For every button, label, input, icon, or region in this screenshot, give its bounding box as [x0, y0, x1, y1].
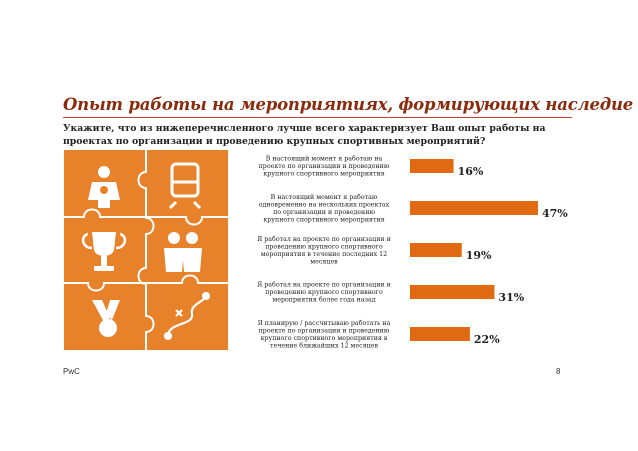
category-label: проведению крупного спортивного: [265, 243, 383, 250]
medal-bearer-icon: [88, 166, 120, 208]
category-label: месяцев: [310, 258, 338, 265]
value-label: 31%: [498, 291, 524, 304]
trophy-icon: [81, 232, 127, 271]
value-label: 16%: [458, 165, 484, 178]
category-label: крупного спортивного мероприятия: [263, 171, 384, 178]
bar: [410, 159, 454, 173]
victory-medal-icon: [92, 300, 120, 337]
puzzle-illustration: [64, 150, 228, 350]
category-label: мероприятия более года назад: [272, 297, 375, 304]
category-label: крупного спортивного мероприятия в: [261, 335, 388, 342]
people-icon: [164, 232, 202, 272]
train-icon: [168, 162, 202, 210]
value-label: 47%: [542, 207, 568, 220]
category-label: течение ближайших 12 месяцев: [270, 342, 378, 349]
footer-brand: PwC: [63, 367, 80, 376]
category-label: Я работал на проекте по организации и: [257, 236, 391, 243]
category-label: проекте по организации и проведению: [259, 163, 390, 170]
category-label: Я работал на проекте по организации и: [257, 282, 391, 289]
category-label: В настоящий момент я работаю: [271, 194, 378, 201]
category-label: по организации и проведению: [273, 209, 375, 216]
category-label: проведению крупного спортивного: [265, 289, 383, 296]
route-icon: [163, 291, 211, 341]
bar: [410, 285, 495, 299]
value-label: 19%: [466, 249, 492, 262]
value-label: 22%: [474, 333, 500, 346]
category-label: проекте по организации и проведению: [259, 327, 390, 334]
bar: [410, 327, 470, 341]
title-divider: [63, 117, 572, 118]
survey-question: Укажите, что из нижеперечисленного лучше…: [63, 123, 546, 147]
bar: [410, 201, 538, 215]
category-label: В настоящий момент я работаю на: [266, 156, 383, 163]
category-label: одновременно на нескольких проектах: [259, 201, 390, 208]
category-label: крупного спортивного мероприятия: [263, 216, 384, 223]
category-label: мероприятия в течение последних 12: [261, 251, 387, 258]
page-title: Опыт работы на мероприятиях, формирующих…: [63, 95, 634, 114]
category-label: Я планирую / рассчитываю работать на: [258, 320, 391, 327]
page-number: 8: [556, 367, 561, 376]
bar: [410, 243, 462, 257]
